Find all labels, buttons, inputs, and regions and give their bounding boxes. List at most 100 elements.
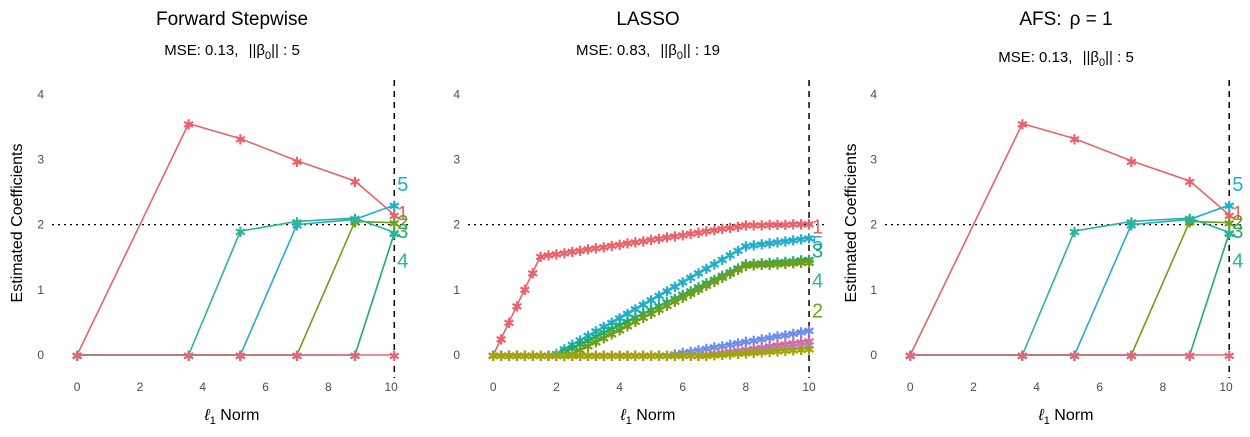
data-point-marker: ✱	[388, 209, 400, 225]
card-label: 5	[291, 42, 299, 59]
data-point-marker: ✱	[183, 349, 195, 365]
data-point-marker: ✱	[551, 349, 563, 365]
data-point-marker: ✱	[780, 235, 792, 251]
data-point-marker: ✱	[772, 342, 784, 358]
data-point-marker: ✱	[574, 349, 586, 365]
tick-labels: 0 2 4 6 8 10 0 1 2 3 4	[453, 87, 816, 394]
data-point-marker: ✱	[701, 349, 713, 365]
data-point-marker: ✱	[582, 329, 594, 345]
norm-bars-open: ||	[1083, 49, 1091, 66]
series-end-label: 5	[397, 174, 408, 196]
data-point-marker: ✱	[748, 218, 760, 234]
y-tick-label: 0	[37, 348, 44, 362]
data-point-marker: ✱	[551, 349, 563, 365]
data-point-marker: ✱	[661, 296, 673, 312]
data-point-marker: ✱	[527, 349, 539, 365]
y-tick-label: 0	[870, 348, 877, 362]
beta-subscript: 0	[1099, 57, 1105, 69]
data-point-marker: ✱	[716, 222, 728, 238]
data-point-marker: ✱	[732, 337, 744, 353]
data-point-marker: ✱	[732, 263, 744, 279]
series-end-label: 1	[1232, 203, 1243, 225]
data-point-marker: ✱	[558, 349, 570, 365]
data-point-marker: ✱	[764, 331, 776, 347]
data-point-marker: ✱	[566, 338, 578, 354]
data-point-marker: ✱	[772, 344, 784, 360]
data-point-marker: ✱	[803, 335, 815, 351]
y-tick-label: 1	[37, 283, 44, 297]
data-point-marker: ✱	[574, 349, 586, 365]
beta-symbol: β	[668, 42, 677, 59]
y-tick-label: 1	[870, 283, 877, 297]
data-point-marker: ✱	[787, 343, 799, 359]
data-point-marker: ✱	[685, 349, 697, 365]
data-point-marker: ✱	[677, 275, 689, 291]
data-point-marker: ✱	[622, 319, 634, 335]
data-point-marker: ✱	[590, 349, 602, 365]
data-point-marker: ✱	[780, 257, 792, 273]
data-point-marker: ✱	[543, 249, 555, 265]
data-point-marker: ✱	[645, 293, 657, 309]
data-point-marker: ✱	[904, 349, 916, 365]
norm-bars-open: ||	[660, 42, 668, 59]
data-point-marker: ✱	[622, 307, 634, 323]
series-end-label: 3	[812, 241, 823, 263]
data-point-marker: ✱	[71, 349, 83, 365]
data-point-marker: ✱	[669, 349, 681, 365]
data-point-marker: ✱	[637, 307, 649, 323]
data-point-marker: ✱	[630, 302, 642, 318]
data-point-marker: ✱	[708, 341, 720, 357]
data-point-marker: ✱	[795, 336, 807, 352]
data-point-marker: ✱	[677, 349, 689, 365]
data-point-marker: ✱	[708, 347, 720, 363]
beta-subscript: 0	[265, 50, 271, 62]
data-point-marker: ✱	[558, 345, 570, 361]
norm-bars-close: ||	[683, 42, 691, 59]
data-point-marker: ✱	[630, 349, 642, 365]
x-tick-label: 0	[490, 380, 497, 394]
data-point-marker: ✱	[495, 349, 507, 365]
data-point-marker: ✱	[598, 349, 610, 365]
data-point-marker: ✱	[543, 349, 555, 365]
data-point-marker: ✱	[748, 346, 760, 362]
data-point-marker: ✱	[495, 349, 507, 365]
series-end-label: 2	[397, 212, 408, 234]
reference-lines	[52, 80, 410, 378]
data-point-marker: ✱	[1017, 349, 1029, 365]
data-point-marker: ✱	[519, 349, 531, 365]
series-line-3	[910, 232, 1230, 356]
data-point-marker: ✱	[503, 349, 515, 365]
data-point-marker: ✱	[732, 220, 744, 236]
panel-subtitle: MSE: 0.13, ||β0|| : 5	[164, 42, 300, 62]
data-point-marker: ✱	[503, 349, 515, 365]
panel-afs: AFS: ρ = 1 MSE: 0.13, ||β0|| : 5 Estimate…	[843, 9, 1245, 427]
data-point-marker: ✱	[795, 256, 807, 272]
data-point-marker: ✱	[598, 331, 610, 347]
data-point-marker: ✱	[614, 349, 626, 365]
data-point-marker: ✱	[1069, 349, 1081, 365]
data-point-marker: ✱	[772, 257, 784, 273]
data-point-marker: ✱	[388, 226, 400, 242]
data-point-marker: ✱	[606, 239, 618, 255]
data-point-marker: ✱	[740, 259, 752, 275]
data-point-marker: ✱	[1125, 349, 1137, 365]
data-point-marker: ✱	[630, 349, 642, 365]
data-point-marker: ✱	[487, 349, 499, 365]
data-point-marker: ✱	[708, 223, 720, 239]
mse-label: MSE: 0.83,	[576, 42, 650, 59]
data-point-marker: ✱	[598, 320, 610, 336]
panel-title: Forward Stepwise	[156, 9, 308, 30]
data-point-marker: ✱	[740, 347, 752, 363]
data-point-marker: ✱	[71, 349, 83, 365]
data-point-marker: ✱	[71, 349, 83, 365]
data-point-marker: ✱	[724, 267, 736, 283]
data-point-marker: ✱	[661, 349, 673, 365]
data-point-marker: ✱	[693, 283, 705, 299]
x-tick-label: 10	[802, 380, 816, 394]
data-point-marker: ✱	[653, 349, 665, 365]
data-point-marker: ✱	[772, 218, 784, 234]
data-point-marker: ✱	[677, 291, 689, 307]
data-point-marker: ✱	[574, 349, 586, 365]
data-point-marker: ✱	[677, 349, 689, 365]
data-point-marker: ✱	[637, 298, 649, 314]
